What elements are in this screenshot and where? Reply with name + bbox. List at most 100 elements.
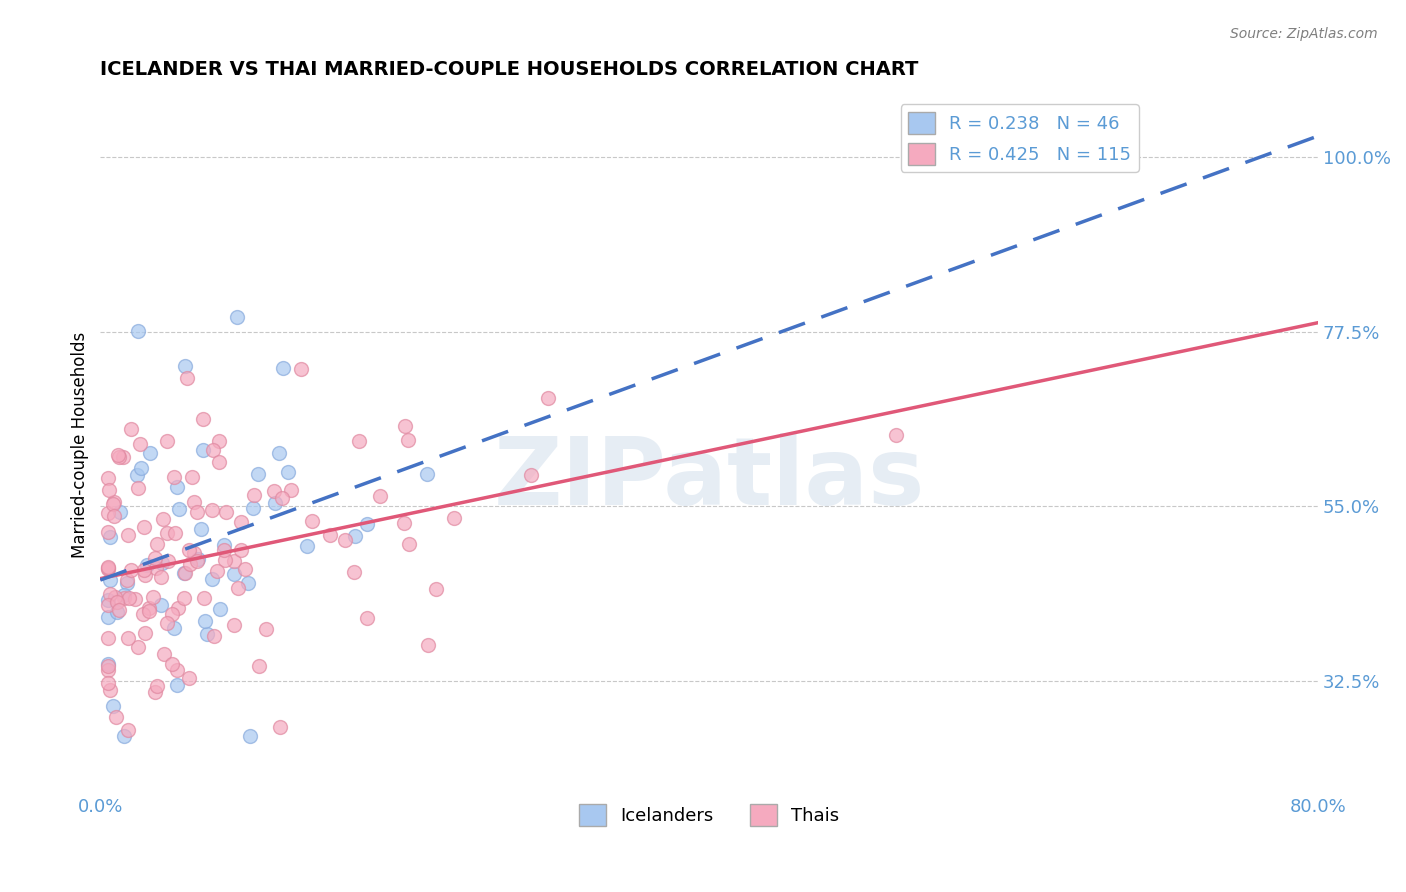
Point <box>166 677 188 691</box>
Point <box>131 461 153 475</box>
Point <box>138 600 160 615</box>
Point <box>212 538 235 552</box>
Point <box>139 446 162 460</box>
Point <box>394 516 416 530</box>
Point <box>222 618 245 632</box>
Point <box>443 510 465 524</box>
Point <box>97 592 120 607</box>
Point <box>97 676 120 690</box>
Point <box>97 598 120 612</box>
Point <box>156 434 179 448</box>
Point <box>193 591 215 605</box>
Point <box>108 505 131 519</box>
Point <box>134 563 156 577</box>
Point <box>191 442 214 457</box>
Point <box>884 427 907 442</box>
Point <box>97 562 120 576</box>
Point <box>290 361 312 376</box>
Point <box>208 454 231 468</box>
Point <box>98 587 121 601</box>
Point <box>134 568 156 582</box>
Point <box>177 671 200 685</box>
Point <box>101 497 124 511</box>
Point <box>229 543 252 558</box>
Point <box>103 699 125 714</box>
Point <box>370 489 392 503</box>
Point <box>103 494 125 508</box>
Point <box>398 537 420 551</box>
Point <box>173 591 195 605</box>
Point <box>270 491 292 506</box>
Point <box>153 647 176 661</box>
Point <box>173 566 195 580</box>
Point <box>418 638 440 652</box>
Point <box>225 310 247 325</box>
Point <box>167 600 190 615</box>
Point <box>183 495 205 509</box>
Point <box>132 607 155 622</box>
Point <box>160 607 183 621</box>
Point <box>267 446 290 460</box>
Point <box>115 573 138 587</box>
Legend: Icelanders, Thais: Icelanders, Thais <box>572 797 846 833</box>
Text: ZIPatlas: ZIPatlas <box>494 434 925 525</box>
Point <box>181 470 204 484</box>
Point <box>166 480 188 494</box>
Point <box>104 590 127 604</box>
Point <box>190 522 212 536</box>
Point <box>120 422 142 436</box>
Point <box>111 450 134 465</box>
Point <box>138 604 160 618</box>
Point <box>143 685 166 699</box>
Point <box>162 470 184 484</box>
Point <box>186 554 208 568</box>
Point <box>146 679 169 693</box>
Point <box>117 528 139 542</box>
Point <box>301 515 323 529</box>
Point <box>194 614 217 628</box>
Text: ICELANDER VS THAI MARRIED-COUPLE HOUSEHOLDS CORRELATION CHART: ICELANDER VS THAI MARRIED-COUPLE HOUSEHO… <box>100 60 918 78</box>
Point <box>146 537 169 551</box>
Point <box>97 506 120 520</box>
Text: Source: ZipAtlas.com: Source: ZipAtlas.com <box>1230 27 1378 41</box>
Point <box>117 631 139 645</box>
Point <box>271 361 294 376</box>
Point <box>124 591 146 606</box>
Point <box>112 729 135 743</box>
Point <box>156 615 179 630</box>
Point <box>105 605 128 619</box>
Point <box>117 723 139 738</box>
Point <box>201 443 224 458</box>
Point <box>128 436 150 450</box>
Point <box>187 552 209 566</box>
Point <box>163 621 186 635</box>
Point <box>162 657 184 672</box>
Point <box>127 324 149 338</box>
Point <box>246 467 269 482</box>
Point <box>179 557 201 571</box>
Point <box>280 483 302 497</box>
Point <box>98 573 121 587</box>
Point <box>127 640 149 654</box>
Point <box>229 515 252 529</box>
Point <box>152 556 174 570</box>
Point <box>100 683 122 698</box>
Point <box>132 520 155 534</box>
Point <box>222 567 245 582</box>
Point <box>205 564 228 578</box>
Point <box>297 539 319 553</box>
Point <box>242 500 264 515</box>
Point <box>254 622 277 636</box>
Point <box>108 450 131 464</box>
Point <box>520 467 543 482</box>
Point <box>120 563 142 577</box>
Point <box>333 533 356 547</box>
Point <box>176 371 198 385</box>
Point <box>394 418 416 433</box>
Point <box>134 625 156 640</box>
Point <box>149 570 172 584</box>
Point <box>173 359 195 374</box>
Point <box>208 601 231 615</box>
Point <box>97 610 120 624</box>
Point <box>156 525 179 540</box>
